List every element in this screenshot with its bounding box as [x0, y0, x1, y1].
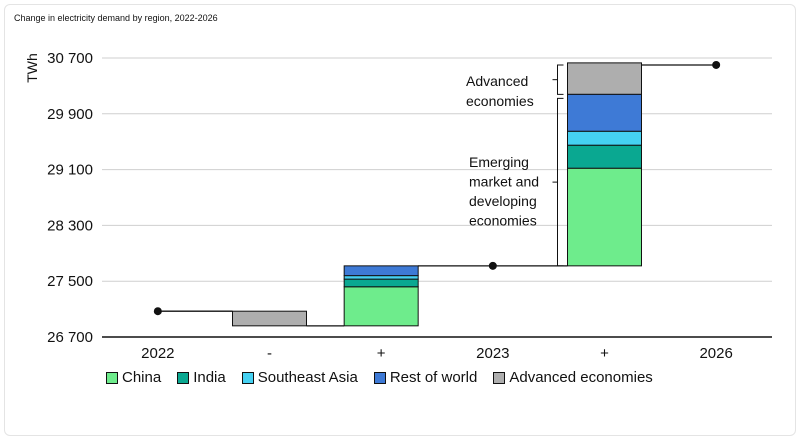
legend-label: Advanced economies [509, 369, 653, 386]
x-tick-label: 2026 [699, 345, 732, 362]
y-tick-label: 29 900 [47, 106, 93, 123]
bar-segment-advanced-economies [232, 310, 307, 327]
bar-segment-rest-of-world [343, 265, 419, 277]
chart-legend: China India Southeast Asia Rest of world Adv… [106, 369, 669, 386]
legend-label: Rest of world [389, 369, 478, 386]
total-marker [153, 307, 162, 316]
annotation-emerging: Emerging [469, 154, 529, 170]
chart-card [4, 4, 796, 436]
bar-segment-southeast-asia [343, 275, 419, 280]
y-axis-label: TWh [24, 53, 40, 83]
legend-label: Southeast Asia [257, 369, 358, 386]
legend-swatch [373, 371, 386, 384]
legend-label: China [122, 369, 162, 386]
annotation-advanced: economies [466, 93, 534, 109]
y-tick-label: 29 100 [47, 162, 93, 179]
bar-segment-china [343, 286, 419, 327]
legend-item-india: India [177, 369, 226, 386]
legend-swatch [493, 371, 506, 384]
legend-item-china: China [106, 369, 161, 386]
bar-segment-southeast-asia [567, 130, 642, 146]
legend-swatch [241, 371, 254, 384]
annotation-emerging: developing [469, 193, 537, 209]
chart-title: Change in electricity demand by region, … [14, 13, 218, 23]
x-tick-label: - [267, 345, 272, 362]
legend-item-rest-of-world: Rest of world [373, 369, 478, 386]
x-tick-label: + [377, 345, 386, 362]
legend-swatch [177, 371, 190, 384]
legend-label: India [193, 369, 226, 386]
legend-item-advanced-economies: Advanced economies [493, 369, 653, 386]
y-tick-label: 28 300 [47, 217, 93, 234]
x-tick-label: + [600, 345, 609, 362]
annotation-advanced: Advanced [466, 73, 528, 89]
bar-segment-china [567, 167, 642, 267]
y-tick-label: 27 500 [47, 273, 93, 290]
annotation-emerging: market and [469, 174, 539, 190]
legend-item-southeast-asia: Southeast Asia [241, 369, 358, 386]
y-tick-label: 26 700 [47, 329, 93, 346]
total-marker [712, 60, 721, 69]
annotation-emerging: economies [469, 213, 537, 229]
annotation-bracket [557, 97, 564, 267]
annotation-bracket [557, 64, 564, 95]
x-tick-label: 2022 [141, 345, 174, 362]
bar-segment-india [567, 144, 642, 169]
x-tick-label: 2023 [476, 345, 509, 362]
bar-segment-advanced-economies [567, 62, 642, 95]
y-tick-label: 30 700 [47, 50, 93, 67]
bar-segment-rest-of-world [567, 93, 642, 132]
bar-segment-india [343, 278, 419, 288]
total-marker [488, 261, 497, 270]
legend-swatch [106, 371, 118, 384]
